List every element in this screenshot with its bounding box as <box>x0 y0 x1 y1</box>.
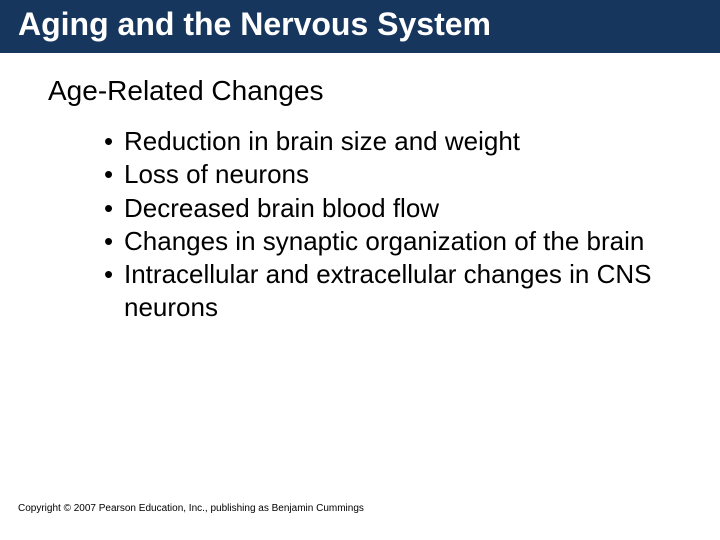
list-item: Decreased brain blood flow <box>104 192 690 225</box>
slide-title: Aging and the Nervous System <box>18 6 702 43</box>
subheading: Age-Related Changes <box>48 75 690 107</box>
list-item: Reduction in brain size and weight <box>104 125 690 158</box>
list-item: Intracellular and extracellular changes … <box>104 258 690 325</box>
bullet-list: Reduction in brain size and weight Loss … <box>48 125 690 325</box>
list-item: Changes in synaptic organization of the … <box>104 225 690 258</box>
title-bar: Aging and the Nervous System <box>0 0 720 53</box>
slide-body: Age-Related Changes Reduction in brain s… <box>0 75 720 325</box>
list-item: Loss of neurons <box>104 158 690 191</box>
copyright-footer: Copyright © 2007 Pearson Education, Inc.… <box>18 503 364 514</box>
